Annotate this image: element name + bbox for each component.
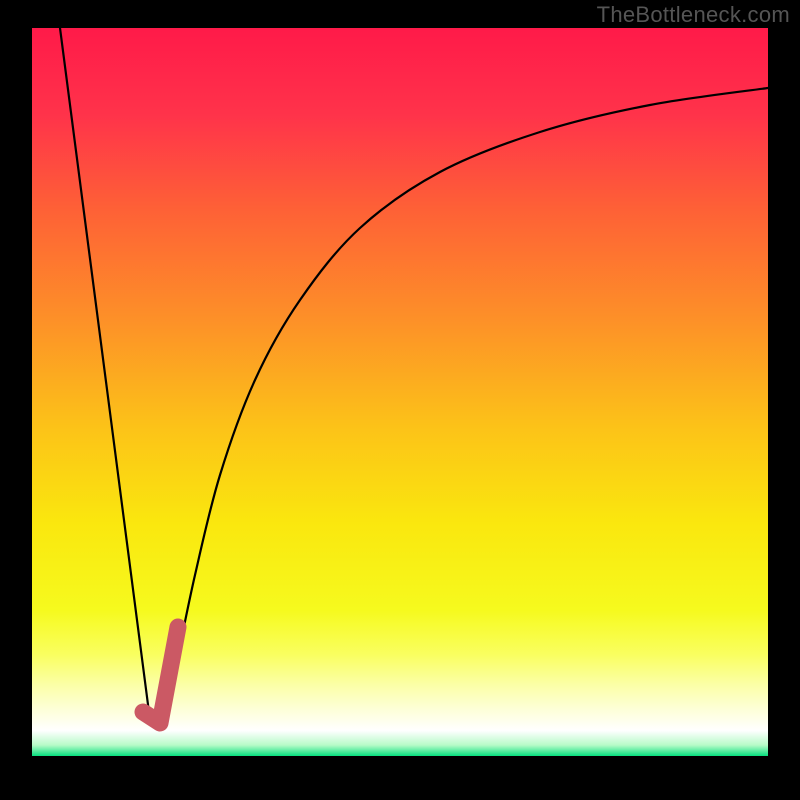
chart-container: TheBottleneck.com bbox=[0, 0, 800, 800]
plot-area bbox=[32, 28, 768, 756]
bottleneck-chart bbox=[0, 0, 800, 800]
